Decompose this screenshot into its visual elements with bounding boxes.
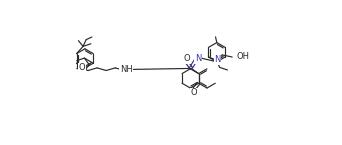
Text: N: N [214,55,221,64]
Text: N: N [195,54,201,64]
Text: NH: NH [120,66,133,75]
Text: OH: OH [236,52,249,61]
Text: O: O [183,54,190,63]
Text: O: O [79,63,86,72]
Text: O: O [191,88,197,97]
